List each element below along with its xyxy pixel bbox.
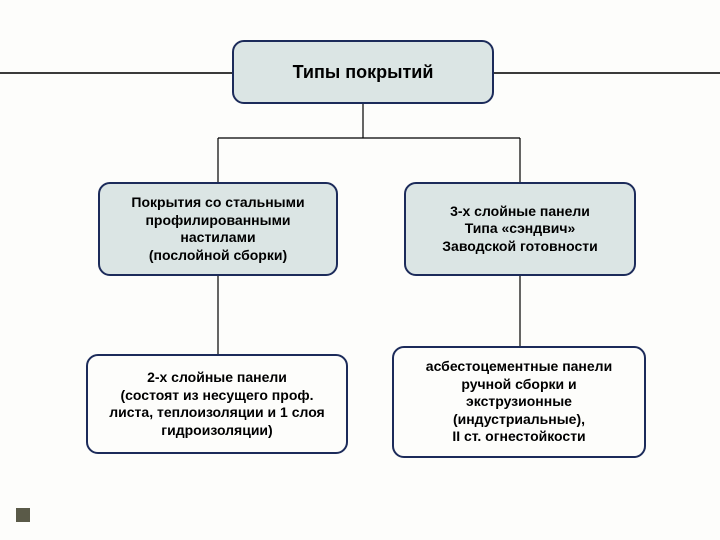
node-root: Типы покрытий bbox=[232, 40, 494, 104]
node-steel-profiled: Покрытия со стальнымипрофилированныминас… bbox=[98, 182, 338, 276]
node-two-layer: 2-х слойные панели(состоят из несущего п… bbox=[86, 354, 348, 454]
node-sandwich-panels-label: 3-х слойные панелиТипа «сэндвич»Заводско… bbox=[442, 203, 597, 256]
node-sandwich-panels: 3-х слойные панелиТипа «сэндвич»Заводско… bbox=[404, 182, 636, 276]
node-asbestos-cement-label: асбестоцементные панелиручной сборки иэк… bbox=[426, 358, 612, 446]
corner-square bbox=[16, 508, 30, 522]
node-steel-profiled-label: Покрытия со стальнымипрофилированныминас… bbox=[131, 194, 304, 264]
node-two-layer-label: 2-х слойные панели(состоят из несущего п… bbox=[109, 369, 324, 439]
node-root-label: Типы покрытий bbox=[293, 61, 434, 84]
node-asbestos-cement: асбестоцементные панелиручной сборки иэк… bbox=[392, 346, 646, 458]
